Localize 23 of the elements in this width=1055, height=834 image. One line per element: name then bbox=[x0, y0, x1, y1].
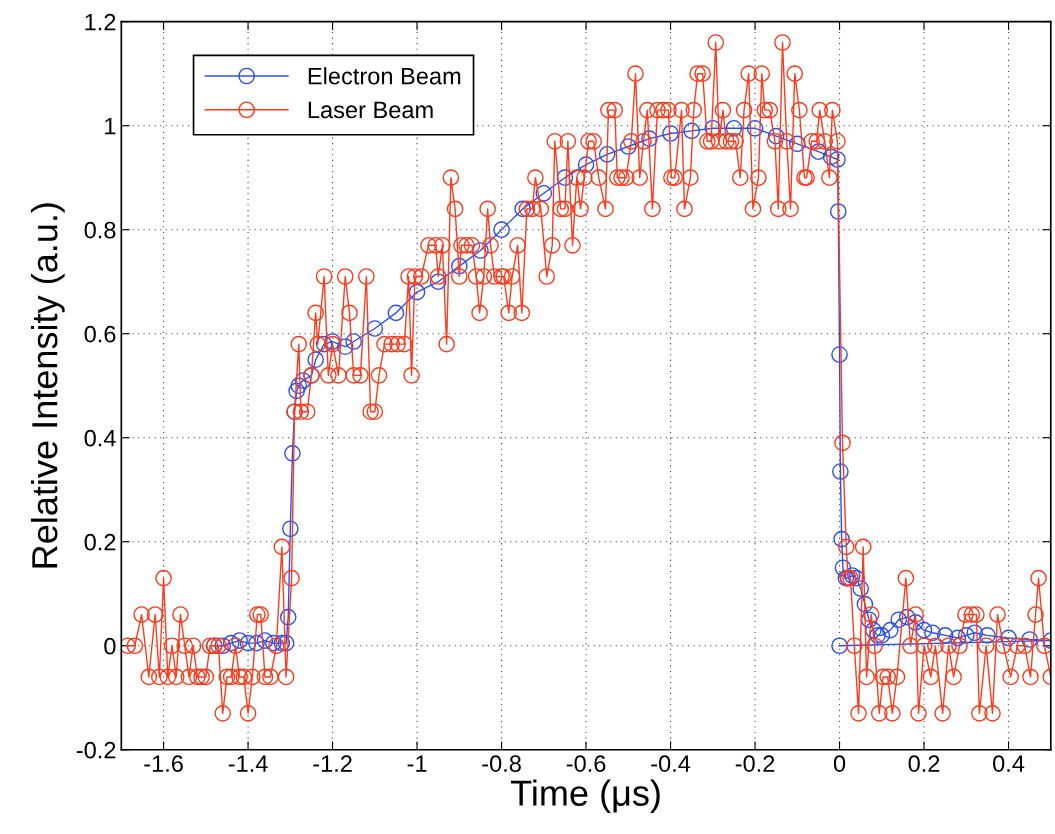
y-axis-title: Relative Intensity (a.u.) bbox=[31, 203, 65, 568]
x-tick-label: 0.2 bbox=[908, 755, 940, 772]
y-tick-label: 1.2 bbox=[85, 13, 116, 31]
y-tick-label: 1 bbox=[105, 118, 116, 135]
x-tick-label: 0 bbox=[833, 755, 846, 772]
x-tick-label: -1.2 bbox=[313, 755, 352, 772]
x-tick-label: -0.6 bbox=[566, 755, 606, 772]
y-tick-label: 0 bbox=[104, 637, 116, 655]
x-tick-label: -0.2 bbox=[735, 755, 775, 772]
y-tick-label: 0.2 bbox=[84, 533, 116, 551]
x-tick-label: 0.4 bbox=[993, 755, 1025, 772]
y-tick-label: -0.2 bbox=[76, 741, 116, 759]
x-tick-label: -0.8 bbox=[482, 755, 521, 772]
y-tick-label: 0.4 bbox=[84, 429, 116, 447]
x-tick-label: -0.4 bbox=[651, 755, 691, 772]
legend-label: Electron Beam bbox=[308, 67, 461, 85]
x-tick-label: -1.6 bbox=[144, 755, 183, 772]
x-tick-label: -1 bbox=[407, 755, 427, 772]
x-tick-label: -1.4 bbox=[228, 755, 268, 772]
x-axis-title: Time (μs) bbox=[510, 779, 660, 814]
y-tick-label: 0.8 bbox=[84, 221, 116, 239]
y-tick-label: 0.6 bbox=[84, 325, 116, 343]
legend-label: Laser Beam bbox=[308, 101, 433, 119]
